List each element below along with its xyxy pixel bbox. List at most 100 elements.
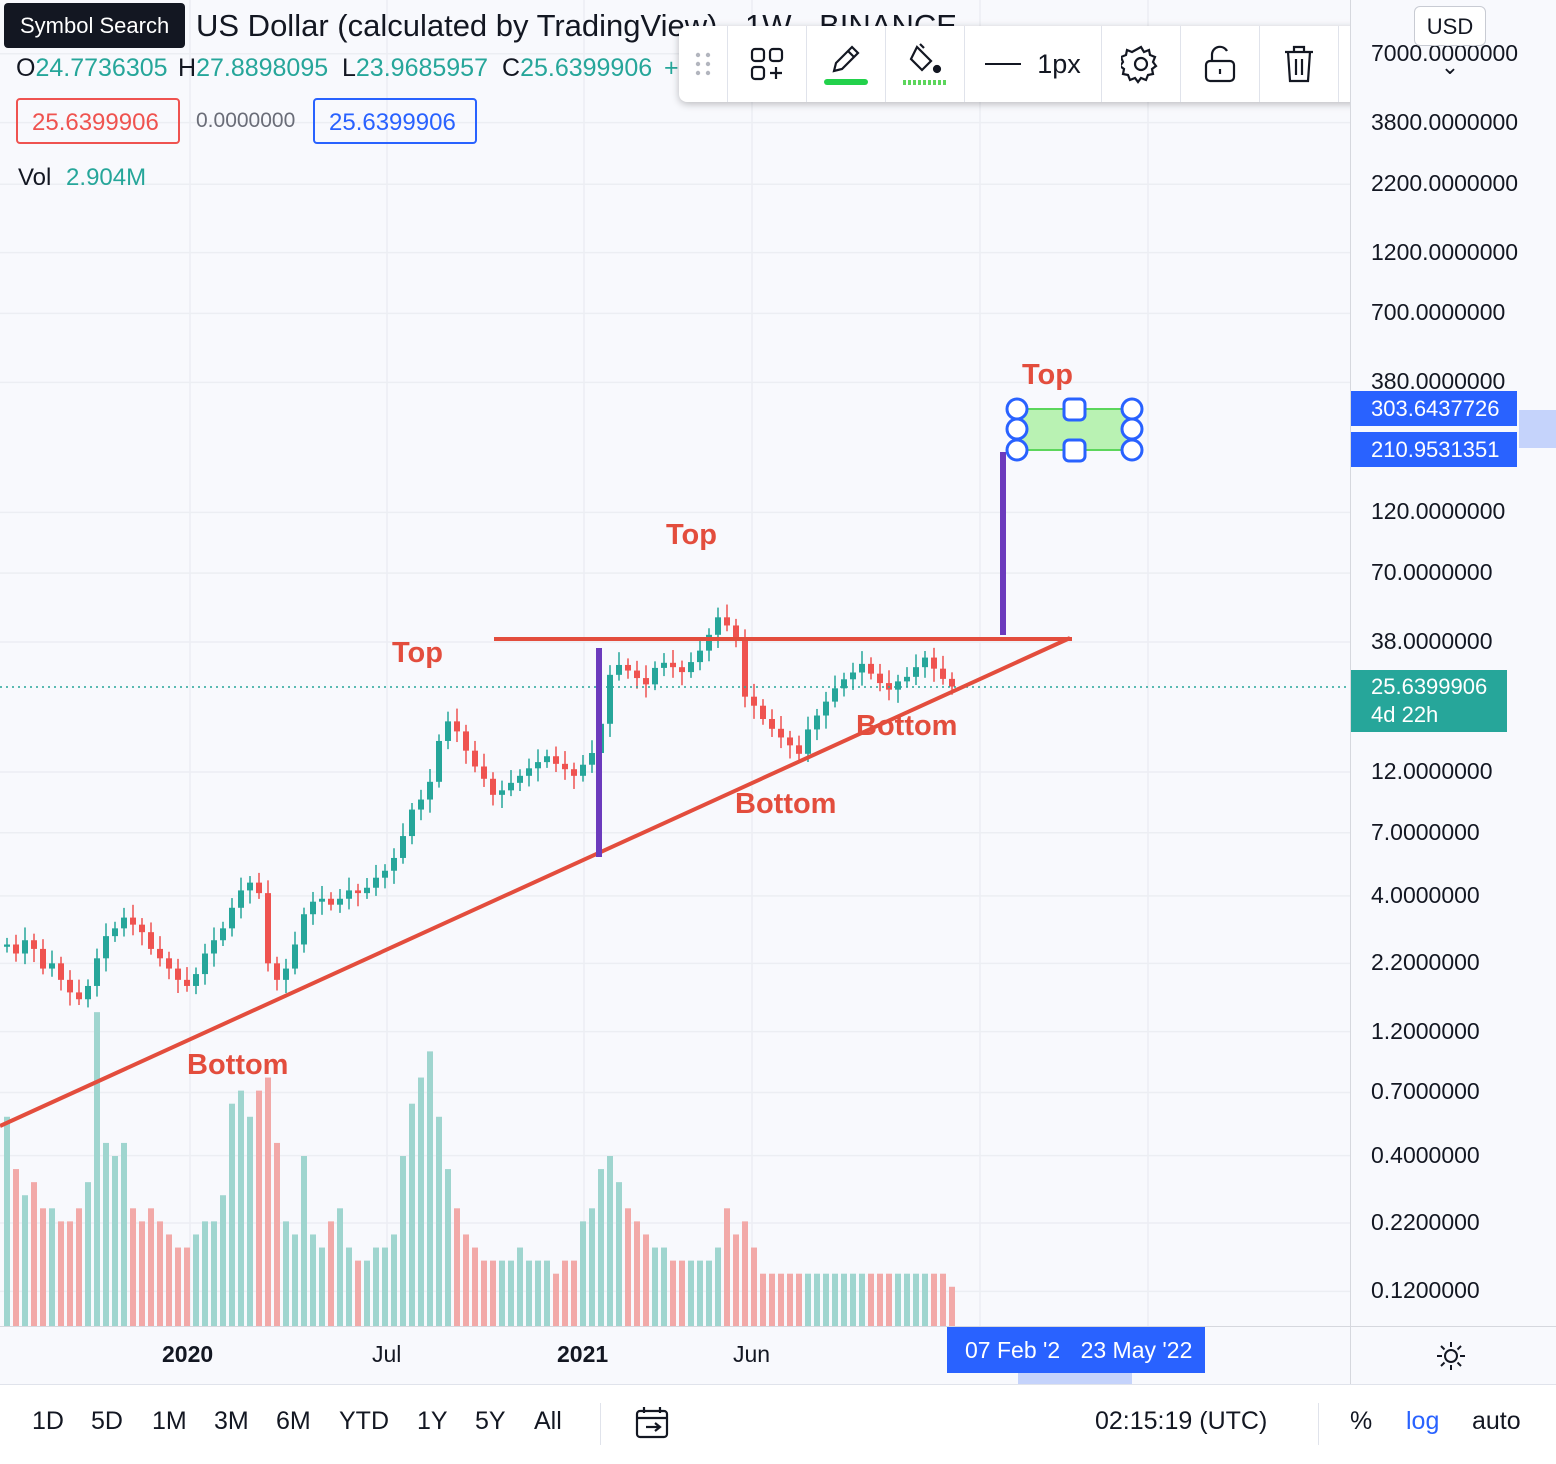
candle-body xyxy=(103,936,109,959)
range-1d[interactable]: 1D xyxy=(32,1407,64,1435)
price-axis-label: 12.0000000 xyxy=(1371,758,1493,784)
sell-price[interactable]: 25.6399906 xyxy=(16,98,180,144)
candle-body xyxy=(274,963,280,980)
volume-bar xyxy=(544,1260,550,1326)
volume-bar xyxy=(481,1260,487,1326)
target-box-handle[interactable] xyxy=(1005,417,1029,441)
range-5y[interactable]: 5Y xyxy=(475,1407,506,1435)
volume-bar xyxy=(598,1169,604,1326)
auto-scale-toggle[interactable]: auto xyxy=(1472,1407,1521,1435)
target-box-handle[interactable] xyxy=(1005,438,1029,462)
range-ytd[interactable]: YTD xyxy=(339,1407,389,1435)
support-trendline[interactable] xyxy=(0,636,1071,1128)
templates-icon[interactable] xyxy=(728,26,806,102)
symbol-search-tooltip[interactable]: Symbol Search xyxy=(4,3,186,48)
volume-bar xyxy=(355,1260,361,1326)
range-3m[interactable]: 3M xyxy=(214,1407,249,1435)
volume-bar xyxy=(436,1116,442,1326)
annotation-top-peak[interactable]: Top xyxy=(666,519,717,551)
candle-body xyxy=(166,958,172,969)
pencil-color-button[interactable] xyxy=(807,26,885,102)
target-box-handle[interactable] xyxy=(1120,417,1144,441)
candle-body xyxy=(220,928,226,941)
line-width-button[interactable]: 1px xyxy=(965,26,1101,102)
candle-body xyxy=(589,753,595,765)
target-bottom-price-tag: 210.9531351 xyxy=(1351,432,1517,467)
candle-body xyxy=(796,745,802,754)
price-axis-label: 70.0000000 xyxy=(1371,559,1493,586)
candle-body xyxy=(535,762,541,769)
candle-body xyxy=(427,781,433,800)
drag-grip-icon[interactable] xyxy=(679,26,727,102)
time-range-highlight xyxy=(1018,1373,1132,1385)
volume-bar xyxy=(157,1221,163,1326)
chart-pane[interactable]: Top Top Top Bottom Bottom Bottom Symbol … xyxy=(0,0,1413,1326)
target-box-handle[interactable] xyxy=(1062,397,1087,422)
volume-bar xyxy=(373,1247,379,1326)
candle-body xyxy=(787,737,793,746)
volume-bar xyxy=(733,1234,739,1326)
candle-body xyxy=(238,890,244,908)
trash-icon[interactable] xyxy=(1260,26,1338,102)
volume-bar xyxy=(625,1208,631,1326)
volume-bar xyxy=(652,1247,658,1326)
volume-bar xyxy=(139,1221,145,1326)
currency-select[interactable]: USD ⌄ xyxy=(1414,6,1486,79)
target-box-handle[interactable] xyxy=(1062,438,1087,463)
range-1m[interactable]: 1M xyxy=(152,1407,187,1435)
gear-icon[interactable] xyxy=(1102,26,1180,102)
candle-body xyxy=(454,721,460,732)
volume-bar xyxy=(715,1247,721,1326)
ohlc-low: L23.9685957 xyxy=(342,54,488,82)
range-1y[interactable]: 1Y xyxy=(417,1407,448,1435)
chart-canvas[interactable]: Top Top Top Bottom Bottom Bottom xyxy=(0,0,1350,1326)
candle-body xyxy=(130,917,136,925)
volume-bar xyxy=(220,1195,226,1326)
bar-countdown: 4d 22h xyxy=(1371,702,1439,727)
fill-color-button[interactable] xyxy=(886,26,964,102)
annotation-top-target[interactable]: Top xyxy=(1022,359,1073,391)
candle-body xyxy=(40,948,46,969)
unlock-icon[interactable] xyxy=(1181,26,1259,102)
volume-bar xyxy=(265,1077,271,1326)
calendar-goto-icon[interactable] xyxy=(634,1405,670,1441)
target-box-handle[interactable] xyxy=(1120,438,1144,462)
volume-bar xyxy=(400,1156,406,1326)
candle-body xyxy=(625,664,631,671)
candle-body xyxy=(211,940,217,954)
gear-icon[interactable] xyxy=(1435,1340,1467,1372)
percent-scale-toggle[interactable]: % xyxy=(1350,1407,1373,1435)
volume-bar xyxy=(517,1247,523,1326)
volume-bar xyxy=(94,1012,100,1326)
range-5d[interactable]: 5D xyxy=(91,1407,123,1435)
time-range-tag: 07 Feb '2 23 May '22 xyxy=(947,1327,1205,1373)
log-scale-toggle[interactable]: log xyxy=(1406,1407,1440,1435)
utc-clock[interactable]: 02:15:19 (UTC) xyxy=(1095,1407,1268,1435)
volume-bar xyxy=(409,1103,415,1326)
annotation-bottom-left[interactable]: Bottom xyxy=(187,1049,288,1081)
candle-body xyxy=(661,662,667,668)
buy-price[interactable]: 25.6399906 xyxy=(313,98,477,144)
candle-body xyxy=(715,617,721,635)
price-axis[interactable]: 12000.00000007000.00000003800.0000000220… xyxy=(1350,0,1556,1326)
volume-bar xyxy=(31,1182,37,1326)
candle-body xyxy=(913,667,919,677)
annotation-top-left[interactable]: Top xyxy=(392,637,443,669)
volume-bar xyxy=(841,1273,847,1326)
volume-bar xyxy=(103,1142,109,1326)
candle-body xyxy=(76,992,82,1000)
time-axis[interactable]: 2020 Jul 2021 Jun 07 Feb '2 23 May '22 xyxy=(0,1326,1350,1385)
range-6m[interactable]: 6M xyxy=(276,1407,311,1435)
candle-body xyxy=(931,657,937,669)
candle-body xyxy=(670,662,676,668)
ohlc-close: C25.6399906 xyxy=(502,54,653,82)
annotation-bottom-middle[interactable]: Bottom xyxy=(735,788,836,820)
candle-body xyxy=(328,898,334,905)
target-box-handle[interactable] xyxy=(1120,397,1144,421)
range-all[interactable]: All xyxy=(534,1407,562,1435)
target-box-handle[interactable] xyxy=(1005,397,1029,421)
volume-bar xyxy=(922,1273,928,1326)
annotation-bottom-right[interactable]: Bottom xyxy=(856,710,957,742)
volume-bar xyxy=(193,1234,199,1326)
volume-bar xyxy=(166,1234,172,1326)
